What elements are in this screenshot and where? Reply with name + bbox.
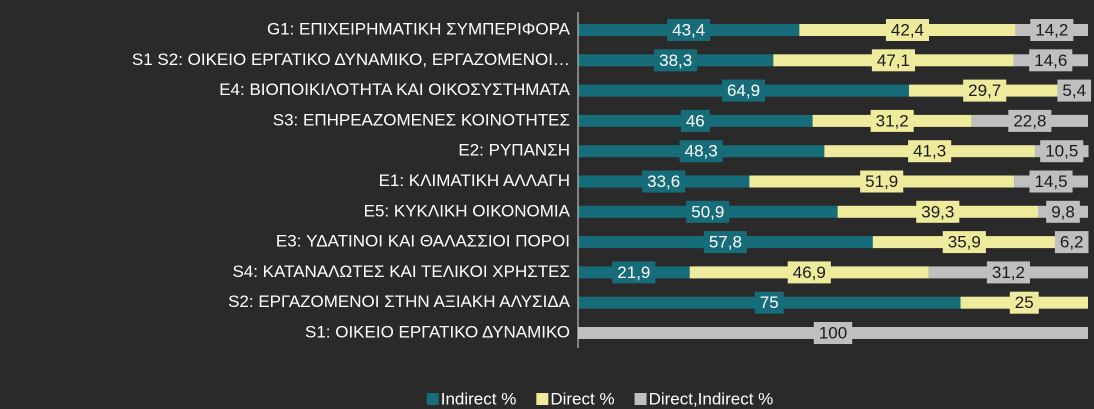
value-label: 9,8 xyxy=(1051,202,1075,221)
value-label: 14,2 xyxy=(1035,20,1068,39)
value-label: 75 xyxy=(760,293,779,312)
value-label: 64,9 xyxy=(727,81,760,100)
value-label-box xyxy=(871,49,915,72)
value-label: 50,9 xyxy=(691,202,724,221)
value-label-box xyxy=(1040,140,1084,163)
value-label: 100 xyxy=(819,323,847,342)
value-label-box xyxy=(703,231,747,254)
legend-label: Direct,Indirect % xyxy=(649,389,774,408)
category-label: E2: ΡΥΠΑΝΣΗ xyxy=(458,141,570,160)
value-label: 43,4 xyxy=(672,20,705,39)
value-label-box xyxy=(1009,291,1039,314)
value-label: 46,9 xyxy=(793,263,826,282)
value-label-box xyxy=(986,261,1030,284)
value-label: 33,6 xyxy=(647,172,680,191)
value-label: 48,3 xyxy=(685,142,718,161)
value-label: 14,6 xyxy=(1034,51,1067,70)
value-label-box xyxy=(942,231,986,254)
category-label: S2: ΕΡΓΑΖΟΜΕΝΟΙ ΣΤΗΝ ΑΞΙΑΚΗ ΑΛΥΣΙΔΑ xyxy=(228,292,571,311)
value-label: 10,5 xyxy=(1045,142,1078,161)
value-label-box xyxy=(860,170,904,193)
value-label: 31,2 xyxy=(876,111,909,130)
value-label-box xyxy=(680,109,710,132)
legend-label: Indirect % xyxy=(441,389,517,408)
value-label: 21,9 xyxy=(617,263,650,282)
value-label-box xyxy=(1029,49,1073,72)
value-label: 35,9 xyxy=(948,233,981,252)
value-label-box xyxy=(1029,170,1073,193)
category-label: E4: ΒΙΟΠΟΙΚΙΛΟΤΗΤΑ ΚΑΙ ΟΙΚΟΣΥΣΤΗΜΑΤΑ xyxy=(219,80,570,99)
value-label: 25 xyxy=(1015,293,1034,312)
category-label: S1 S2: ΟΙΚΕΙΟ ΕΡΓΑΤΙΚΟ ΔΥΝΑΜΙΚΟ, ΕΡΓΑΖΟΜ… xyxy=(132,50,570,69)
value-label: 5,4 xyxy=(1062,81,1086,100)
value-label-box xyxy=(1057,79,1092,102)
value-label-box xyxy=(916,200,960,223)
value-label-box xyxy=(686,200,730,223)
legend-swatch xyxy=(536,393,549,405)
legend-label: Direct % xyxy=(550,389,614,408)
value-label-box xyxy=(721,79,766,102)
value-label-box xyxy=(1030,19,1074,41)
category-label: E3: ΥΔΑΤΙΝΟΙ ΚΑΙ ΘΑΛΑΣΣΙΟΙ ΠΟΡΟΙ xyxy=(276,232,570,251)
value-label: 57,8 xyxy=(709,233,742,252)
category-label: S3: ΕΠΗΡΕΑΖΟΜΕΝΕΣ ΚΟΙΝΟΤΗΤΕΣ xyxy=(273,110,570,129)
value-label: 39,3 xyxy=(921,202,954,221)
value-label-box xyxy=(1046,200,1080,223)
value-label: 51,9 xyxy=(865,172,898,191)
value-label-box xyxy=(1054,231,1089,254)
value-label-box xyxy=(612,261,656,284)
value-label: 31,2 xyxy=(992,263,1025,282)
value-label: 42,4 xyxy=(891,20,924,39)
value-label-box xyxy=(679,140,723,163)
legend-swatch xyxy=(634,393,647,405)
value-label: 29,7 xyxy=(968,81,1001,100)
value-label: 6,2 xyxy=(1060,233,1084,252)
category-label: E5: ΚΥΚΛΙΚΗ ΟΙΚΟΝΟΜΙΑ xyxy=(364,201,571,220)
value-label: 38,3 xyxy=(659,51,692,70)
value-label-box xyxy=(667,19,711,41)
value-label: 14,5 xyxy=(1034,172,1067,191)
category-label: E1: ΚΛΙΜΑΤΙΚΗ ΑΛΛΑΓΗ xyxy=(379,171,570,190)
category-label: S1: ΟΙΚΕΙΟ ΕΡΓΑΤΙΚΟ ΔΥΝΑΜΙΚΟ xyxy=(305,322,570,341)
value-label: 47,1 xyxy=(877,51,910,70)
value-label: 22,8 xyxy=(1013,111,1046,130)
legend-swatch xyxy=(426,393,439,405)
value-label-box xyxy=(654,49,698,72)
value-label-box xyxy=(885,19,930,41)
category-label: G1: ΕΠΙΧΕΙΡΗΜΑΤΙΚΗ ΣΥΜΠΕΡΙΦΟΡΑ xyxy=(267,19,571,38)
category-label: S4: ΚΑΤΑΝΑΛΩΤΕΣ ΚΑΙ ΤΕΛΙΚΟΙ ΧΡΗΣΤΕΣ xyxy=(232,262,570,281)
value-label-box xyxy=(813,322,853,344)
value-label-box xyxy=(787,261,831,284)
value-label-box xyxy=(870,109,914,132)
value-label-box xyxy=(963,79,1007,102)
value-label-box xyxy=(908,140,952,163)
value-label-box xyxy=(1008,109,1052,132)
value-label-box xyxy=(754,291,784,314)
value-label: 41,3 xyxy=(913,142,946,161)
value-label: 46 xyxy=(686,111,705,130)
value-label-box xyxy=(642,170,686,193)
